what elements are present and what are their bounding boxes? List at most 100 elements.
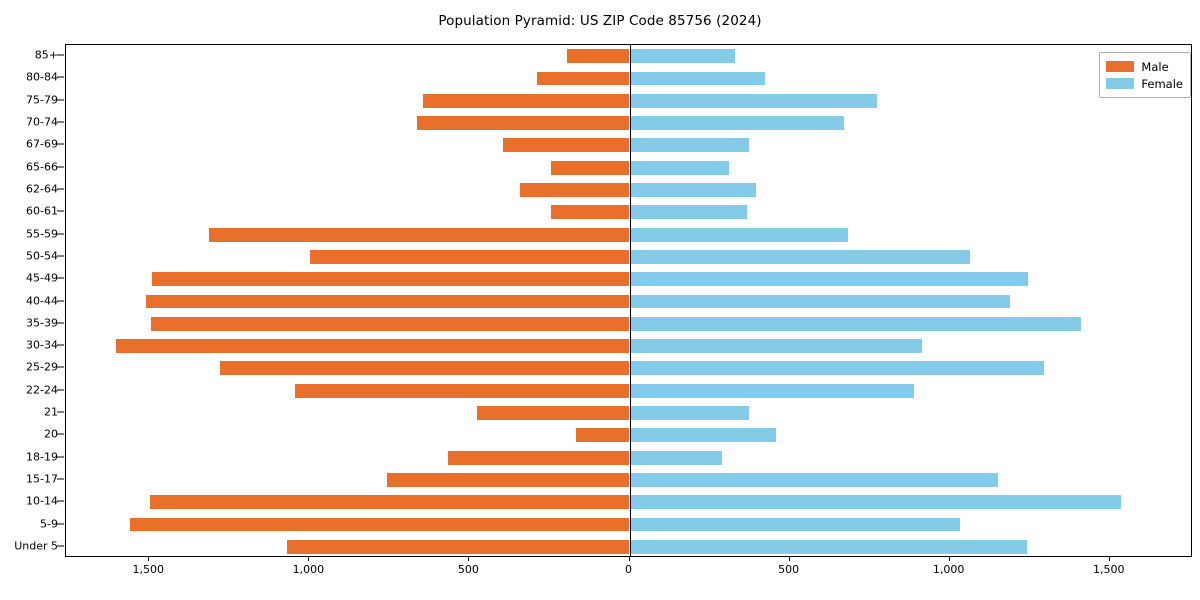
y-axis-tick-mark	[57, 389, 64, 391]
y-axis-labels: 85+ 80-84 75-79 70-74 67-69 65-66 62-64 60-61 55…	[0, 44, 58, 557]
y-axis-tick-label: 80-84	[26, 70, 58, 84]
bar-row	[66, 539, 1191, 554]
bar-female	[629, 49, 735, 64]
legend-swatch-male	[1106, 61, 1135, 72]
bar-male	[448, 450, 630, 465]
y-axis-tick-mark	[57, 277, 64, 279]
bar-female	[629, 428, 777, 443]
y-axis-tick-mark	[57, 188, 64, 190]
bar-female	[629, 339, 922, 354]
zero-axis-line	[629, 45, 631, 556]
y-axis-tick-mark	[57, 143, 64, 145]
legend-entry-male[interactable]: Male	[1106, 58, 1183, 75]
bar-row	[66, 294, 1191, 309]
bar-row	[66, 450, 1191, 465]
bar-row	[66, 49, 1191, 64]
y-axis-tick-mark	[57, 366, 64, 368]
bar-male	[417, 116, 630, 130]
x-axis-tick-label: 1,500	[132, 563, 164, 576]
y-axis-tick-label: 65-66	[26, 160, 58, 174]
bar-male	[150, 316, 630, 331]
bar-row	[66, 406, 1191, 420]
y-axis-ticks	[57, 44, 65, 557]
y-axis-tick-label: 85+	[34, 48, 58, 62]
x-axis-tick-mark	[1108, 557, 1110, 561]
bars-layer	[66, 45, 1191, 556]
y-axis-tick-mark	[57, 121, 64, 123]
y-axis-tick-mark	[57, 233, 64, 235]
y-axis-tick-label: 15-17	[26, 472, 58, 486]
y-axis-tick-mark	[57, 500, 64, 502]
y-axis-tick-mark	[57, 210, 64, 212]
x-axis-tick-label: 500	[457, 563, 479, 576]
bar-female	[629, 495, 1121, 510]
y-axis-tick-label: 22-24	[26, 383, 58, 397]
bar-female	[629, 93, 877, 108]
bar-female	[629, 116, 844, 130]
y-axis-tick-mark	[57, 99, 64, 101]
y-axis-tick-label: 45-49	[26, 271, 58, 285]
plot-area	[65, 44, 1192, 557]
bar-row	[66, 272, 1191, 287]
bar-male	[503, 138, 630, 153]
y-axis-tick-label: 10-14	[26, 494, 58, 508]
legend-label: Male	[1141, 59, 1169, 74]
bar-male	[150, 495, 630, 510]
y-axis-tick-label: 55-59	[26, 227, 58, 241]
bar-female	[629, 183, 756, 197]
bar-row	[66, 428, 1191, 443]
legend: Male Female	[1099, 52, 1191, 98]
y-axis-tick-label: 35-39	[26, 316, 58, 330]
legend-label: Female	[1141, 76, 1183, 91]
y-axis-tick-label: Under 5	[14, 539, 58, 553]
bar-row	[66, 205, 1191, 220]
y-axis-tick-label: 67-69	[26, 137, 58, 151]
bar-male	[287, 539, 630, 554]
x-axis-tick-mark	[788, 557, 790, 561]
y-axis-tick-mark	[57, 411, 64, 413]
bar-female	[629, 227, 849, 242]
bar-male	[537, 71, 630, 86]
bar-male	[520, 183, 630, 197]
bar-female	[629, 406, 749, 420]
y-axis-tick-label: 40-44	[26, 294, 58, 307]
bar-male	[146, 294, 630, 309]
y-axis-tick-label: 20	[44, 427, 58, 441]
bar-row	[66, 383, 1191, 398]
y-axis-tick-mark	[57, 344, 64, 346]
y-axis-tick-mark	[57, 54, 64, 56]
x-axis-tick-mark	[468, 557, 470, 561]
bar-row	[66, 183, 1191, 197]
bar-female	[629, 205, 747, 220]
legend-entry-female[interactable]: Female	[1106, 75, 1183, 92]
x-axis-tick-label: 1,000	[932, 563, 965, 576]
x-axis-tick-label: 1,000	[292, 563, 325, 576]
bar-female	[629, 473, 998, 487]
y-axis-tick-mark	[57, 478, 64, 480]
y-axis-tick-mark	[57, 76, 64, 78]
bar-male	[476, 406, 630, 420]
bar-row	[66, 227, 1191, 242]
x-axis-tick-mark	[628, 557, 630, 561]
bar-female	[629, 138, 749, 153]
bar-male	[423, 93, 630, 108]
x-axis-tick-label: 500	[778, 563, 800, 576]
bar-row	[66, 249, 1191, 264]
y-axis-tick-mark	[57, 523, 64, 525]
bar-female	[629, 450, 722, 465]
bar-female	[629, 517, 960, 532]
bar-male	[310, 249, 630, 264]
bar-male	[567, 49, 630, 64]
y-axis-tick-mark	[57, 433, 64, 435]
y-axis-tick-mark	[57, 456, 64, 458]
y-axis-tick-label: 70-74	[26, 115, 58, 129]
bar-row	[66, 316, 1191, 331]
y-axis-tick-label: 60-61	[26, 204, 58, 218]
bar-male	[220, 361, 630, 376]
bar-female	[629, 272, 1029, 287]
bar-row	[66, 339, 1191, 354]
bar-row	[66, 495, 1191, 510]
y-axis-tick-label: 21	[44, 405, 58, 419]
bar-female	[629, 383, 915, 398]
bar-male	[551, 160, 630, 175]
